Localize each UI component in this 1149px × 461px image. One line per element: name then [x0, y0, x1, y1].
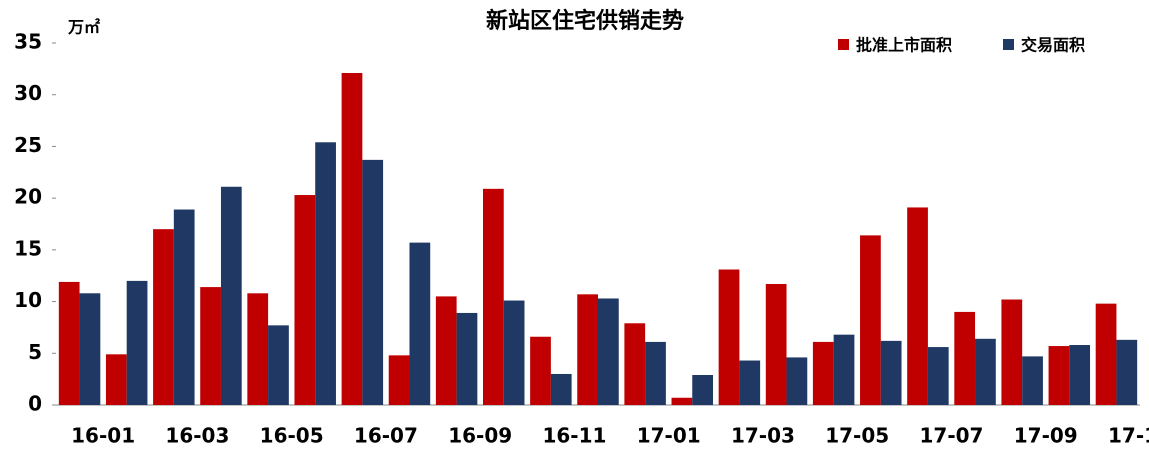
- x-tick-label: 17-03: [731, 424, 795, 448]
- bar: [598, 298, 619, 405]
- bar: [860, 235, 881, 405]
- bar: [577, 294, 598, 405]
- y-tick-label: 20: [14, 185, 42, 209]
- bar: [200, 287, 221, 405]
- bar: [692, 375, 713, 405]
- y-tick-label: 5: [28, 340, 42, 364]
- bar: [315, 142, 336, 405]
- bar: [435, 296, 457, 405]
- bar: [624, 323, 646, 405]
- x-tick-label: 16-05: [260, 424, 324, 448]
- bar: [456, 312, 478, 405]
- legend-swatch: [838, 39, 849, 50]
- bar: [812, 341, 834, 405]
- bar: [880, 340, 902, 405]
- bar: [1095, 303, 1117, 405]
- legend-label: 交易面积: [1021, 36, 1085, 55]
- x-tick-label: 16-03: [165, 424, 229, 448]
- bar: [341, 72, 363, 405]
- bar: [503, 300, 525, 405]
- bar: [362, 159, 384, 405]
- bar: [409, 242, 431, 405]
- bar: [483, 188, 504, 405]
- bar: [833, 334, 855, 405]
- bar: [786, 357, 808, 405]
- bar: [530, 336, 551, 405]
- bar: [765, 283, 787, 405]
- y-tick-label: 35: [14, 30, 42, 54]
- x-tick-label: 16-09: [448, 424, 512, 448]
- x-tick-label: 16-07: [354, 424, 418, 448]
- y-tick-label: 30: [14, 81, 42, 105]
- x-tick-label: 16-01: [71, 424, 135, 448]
- bar: [1022, 356, 1043, 405]
- bar: [954, 311, 976, 405]
- bar: [739, 360, 761, 405]
- x-tick-label: 17-05: [825, 424, 889, 448]
- bar: [294, 195, 316, 405]
- bar: [718, 269, 740, 405]
- legend-label: 批准上市面积: [856, 36, 952, 55]
- y-tick-label: 0: [28, 392, 42, 416]
- x-tick-label: 17-11: [1108, 424, 1149, 448]
- legend-swatch: [1003, 39, 1014, 50]
- bar: [975, 338, 996, 405]
- x-tick-label: 17-01: [637, 424, 701, 448]
- bar: [1116, 339, 1138, 405]
- y-tick-label: 10: [14, 288, 42, 312]
- bar: [550, 373, 572, 405]
- bar: [247, 293, 269, 405]
- bar: [927, 347, 949, 405]
- bar: [105, 354, 127, 405]
- bar: [1001, 299, 1023, 405]
- bar: [671, 397, 693, 405]
- bar: [220, 186, 242, 405]
- bar: [58, 281, 80, 405]
- y-tick-label: 15: [14, 236, 42, 260]
- bar: [79, 293, 101, 405]
- chart-title: 新站区住宅供销走势: [486, 8, 684, 34]
- bar: [388, 355, 410, 405]
- bar: [1048, 346, 1070, 405]
- bar: [173, 209, 195, 405]
- bar: [645, 341, 666, 405]
- x-tick-label: 16-11: [542, 424, 606, 448]
- bar: [1069, 345, 1091, 405]
- bar: [126, 280, 148, 405]
- bar: [153, 229, 174, 405]
- bar: [268, 325, 289, 405]
- y-tick-label: 25: [14, 133, 42, 157]
- x-tick-label: 17-09: [1014, 424, 1078, 448]
- bar: [907, 207, 928, 405]
- y-axis-unit: 万㎡: [67, 18, 100, 37]
- x-tick-label: 17-07: [919, 424, 983, 448]
